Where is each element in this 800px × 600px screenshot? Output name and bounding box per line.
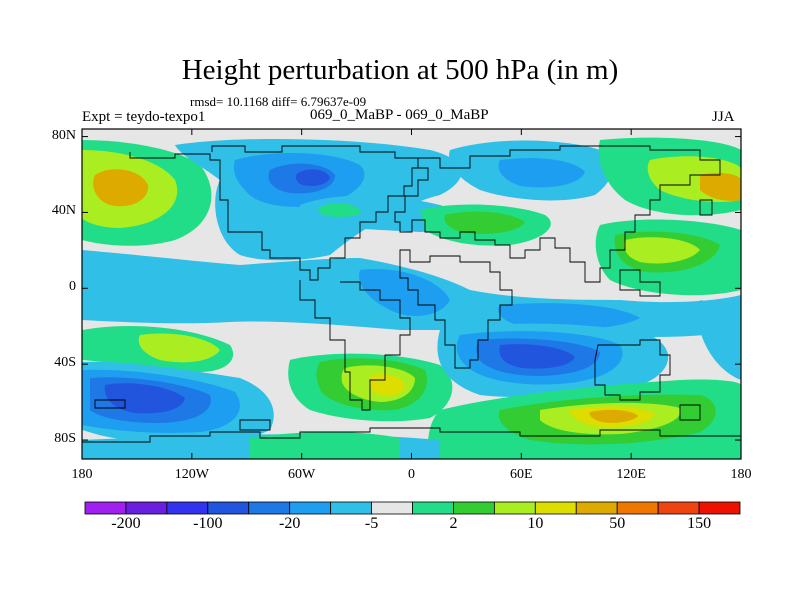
colorbar-swatch: [330, 501, 372, 515]
y-tick-label: 0: [69, 279, 76, 295]
field-region: [318, 203, 362, 217]
colorbar-swatch: [534, 501, 577, 515]
colorbar-swatch: [84, 501, 127, 515]
colorbar-swatch: [657, 501, 700, 515]
colorbar-swatch: [493, 501, 536, 515]
y-tick-label: 40N: [51, 203, 76, 219]
coastline-south-america: [299, 280, 411, 411]
colorbar-label: 50: [609, 515, 626, 532]
coastline-eurasia: [394, 145, 721, 283]
colorbar-label: -100: [193, 515, 223, 532]
colorbar-label: 2: [449, 515, 458, 532]
height-field: [82, 129, 741, 459]
colorbar-swatch: [289, 501, 332, 515]
colorbar-swatch: [616, 501, 659, 515]
plot-title: Height perturbation at 500 hPa (in m): [181, 54, 619, 86]
x-tick-label: 180: [71, 467, 93, 482]
axis-ticks: [81, 129, 742, 459]
field-region: [359, 269, 450, 316]
field-region: [589, 409, 638, 423]
colorbar-swatch: [412, 501, 454, 515]
coastline-islands: [94, 199, 713, 431]
coastline-north-america: [129, 145, 419, 281]
x-tick-label: 60E: [510, 467, 533, 482]
x-tick-label: 120W: [174, 467, 209, 482]
colorbar-label: -5: [364, 515, 379, 532]
field-region: [700, 300, 741, 380]
colorbar: [84, 501, 741, 515]
x-tick-label: 0: [408, 467, 415, 482]
colorbar-swatch: [125, 501, 168, 515]
field-region: [624, 237, 700, 264]
coastlines: [82, 145, 741, 443]
coastline-antarctica: [82, 427, 741, 443]
field-region: [295, 169, 330, 186]
field-region: [250, 432, 400, 459]
y-tick-label: 80N: [51, 127, 76, 143]
field-region: [498, 303, 640, 330]
field-region: [444, 211, 525, 234]
colorbar-swatch: [371, 501, 413, 515]
coastline-africa: [399, 249, 513, 369]
x-tick-label: 60W: [288, 467, 316, 482]
case-label: 069_0_MaBP - 069_0_MaBP: [310, 107, 489, 123]
colorbar-label: -20: [279, 515, 301, 532]
field-region: [700, 172, 741, 201]
field-region: [499, 344, 575, 369]
colorbar-swatch: [698, 501, 741, 515]
field-region: [498, 158, 585, 188]
colorbar-swatch: [575, 501, 618, 515]
x-tick-label: 180: [730, 467, 752, 482]
colorbar-label: -200: [111, 515, 141, 532]
colorbar-label: 10: [527, 515, 544, 532]
colorbar-swatch: [166, 501, 209, 515]
colorbar-swatch: [207, 501, 250, 515]
field-region: [138, 333, 220, 363]
stats-line: rmsd= 10.1168 diff= 6.79637e-09: [190, 94, 367, 109]
colorbar-swatch: [453, 501, 495, 515]
colorbar-label: 150: [687, 515, 712, 532]
y-tick-label: 80S: [54, 431, 76, 447]
colorbar-swatch: [248, 501, 291, 515]
experiment-label: Expt = teydo-texpo1: [82, 109, 206, 125]
coastline-australia: [594, 339, 671, 401]
field-region: [93, 169, 149, 207]
season-label: JJA: [712, 109, 735, 125]
x-tick-label: 120E: [616, 467, 646, 482]
y-tick-label: 40S: [54, 355, 76, 371]
